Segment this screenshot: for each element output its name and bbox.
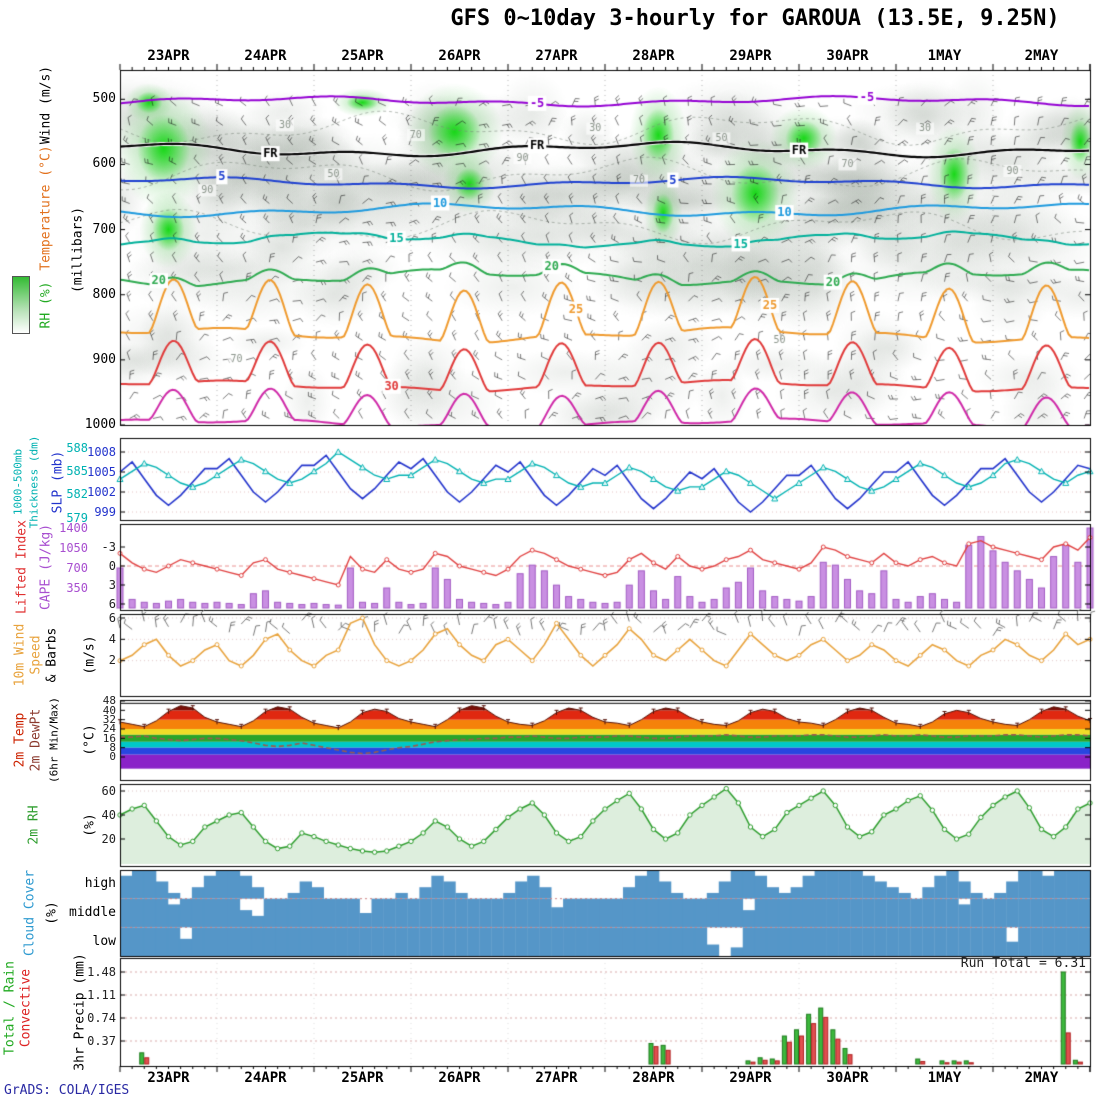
x-date-label-bottom: 26APR xyxy=(438,1070,481,1086)
x-date-label-top: 1MAY xyxy=(927,48,962,64)
page-title: GFS 0~10day 3-hourly for GAROUA (13.5E, … xyxy=(450,6,1060,31)
ylabel-rh: RH (%) xyxy=(38,281,54,329)
y-tick-label: 60 xyxy=(101,783,116,798)
rh-colorbar-legend xyxy=(12,276,30,334)
y-tick-label: 6 xyxy=(108,596,116,611)
y-tick-label: 0.37 xyxy=(87,1033,116,1048)
y-tick-label: 1005 xyxy=(87,464,116,479)
y-tick-label: 700 xyxy=(66,560,88,575)
y-tick-label: 0 xyxy=(109,750,116,764)
x-date-label-top: 29APR xyxy=(729,48,772,64)
x-date-label-bottom: 28APR xyxy=(632,1070,675,1086)
y-tick-label: 350 xyxy=(66,580,88,595)
y-tick-label: 1000 xyxy=(84,416,116,432)
y-tick-label: 700 xyxy=(92,221,116,237)
x-date-label-top: 28APR xyxy=(632,48,675,64)
x-date-label-bottom: 29APR xyxy=(729,1070,772,1086)
cloud-row-label: low xyxy=(92,933,116,949)
ylabel-speed: Speed xyxy=(28,635,44,675)
x-date-label-bottom: 27APR xyxy=(535,1070,578,1086)
x-date-label-top: 24APR xyxy=(244,48,287,64)
x-date-label-bottom: 1MAY xyxy=(927,1070,962,1086)
ylabel-cloud-unit: (%) xyxy=(44,901,60,925)
ylabel-wind: Wind (m/s) xyxy=(38,65,54,145)
ylabel-2m-dewpt: 2m DewPt xyxy=(28,708,44,772)
ylabel-slp: SLP (mb) xyxy=(50,450,66,514)
ylabel-cloud-cover: Cloud Cover xyxy=(22,869,38,957)
y-tick-label: 32 xyxy=(102,712,116,726)
y-tick-label: 1.48 xyxy=(87,964,116,979)
y-tick-label: 16 xyxy=(102,731,116,745)
y-tick-label: 585 xyxy=(66,463,88,478)
y-tick-label: 1050 xyxy=(59,540,88,555)
ylabel-thickness-2: Thickness (dm) xyxy=(27,435,41,529)
ylabel-barbs: & Barbs xyxy=(44,627,60,683)
y-tick-label: 0.74 xyxy=(87,1010,116,1025)
x-date-label-bottom: 30APR xyxy=(826,1070,869,1086)
ylabel-2m-temp: 2m Temp xyxy=(12,712,28,768)
y-tick-label: 600 xyxy=(92,156,116,172)
y-tick-label: 40 xyxy=(101,807,116,822)
ylabel-lifted-index: Lifted Index xyxy=(14,520,30,614)
ylabel-thickness-1: 1000-500mb xyxy=(11,448,25,516)
y-tick-label: 0 xyxy=(108,558,116,573)
ylabel-convective: Convective xyxy=(18,968,34,1048)
x-date-label-bottom: 2MAY xyxy=(1024,1070,1059,1086)
y-tick-label: 3 xyxy=(108,577,116,592)
y-tick-label: 582 xyxy=(66,487,88,502)
y-tick-label: 500 xyxy=(92,91,116,107)
ylabel-10m-wind: 10m Wind xyxy=(12,623,28,687)
y-tick-label: 48 xyxy=(102,694,116,708)
x-date-label-top: 2MAY xyxy=(1024,48,1059,64)
x-date-label-top: 30APR xyxy=(826,48,869,64)
y-tick-label: 6 xyxy=(108,610,116,625)
x-date-label-bottom: 24APR xyxy=(244,1070,287,1086)
y-tick-label: 579 xyxy=(66,510,88,525)
x-date-label-top: 25APR xyxy=(341,48,384,64)
y-tick-label: 1400 xyxy=(59,520,88,535)
ylabel-total-rain: Total / Rain xyxy=(2,961,18,1055)
grads-credit: GrADS: COLA/IGES xyxy=(4,1083,130,1098)
y-tick-label: -3 xyxy=(101,539,116,554)
x-date-label-bottom: 23APR xyxy=(147,1070,190,1086)
ylabel-2m-rh: 2m RH xyxy=(26,805,42,845)
y-tick-label: 1.11 xyxy=(87,987,116,1002)
cloud-row-label: high xyxy=(84,876,116,892)
y-tick-label: 40 xyxy=(102,703,116,717)
y-tick-label: 588 xyxy=(66,440,88,455)
ylabel-6hr-minmax: (6hr Min/Max) xyxy=(47,696,61,784)
y-tick-label: 1002 xyxy=(87,484,116,499)
ylabel-millibars: (millibars) xyxy=(70,206,86,294)
y-tick-label: 4 xyxy=(108,631,116,646)
y-tick-label: 900 xyxy=(92,351,116,367)
x-date-label-top: 23APR xyxy=(147,48,190,64)
y-tick-label: 2 xyxy=(108,653,116,668)
y-tick-label: 24 xyxy=(102,722,116,736)
cloud-row-label: middle xyxy=(69,905,116,920)
run-total-text: Run Total = 6.31 xyxy=(960,956,1086,971)
y-tick-label: 8 xyxy=(109,740,116,754)
ylabel-temperature: Temperature (°C) xyxy=(38,145,54,271)
y-tick-label: 20 xyxy=(101,831,116,846)
x-date-label-top: 26APR xyxy=(438,48,481,64)
y-tick-label: 800 xyxy=(92,286,116,302)
y-tick-label: 1008 xyxy=(87,444,116,459)
x-date-label-top: 27APR xyxy=(535,48,578,64)
y-tick-label: 999 xyxy=(94,504,116,519)
x-date-label-bottom: 25APR xyxy=(341,1070,384,1086)
